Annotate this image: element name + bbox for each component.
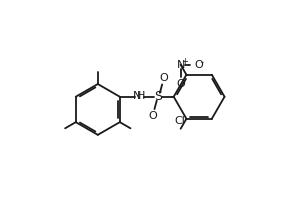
Text: -: - xyxy=(201,58,204,67)
Text: N: N xyxy=(176,60,185,70)
Text: Cl: Cl xyxy=(174,117,185,126)
Text: O: O xyxy=(159,73,168,83)
Text: O: O xyxy=(176,79,185,89)
Text: O: O xyxy=(194,60,203,70)
Text: O: O xyxy=(149,111,157,121)
Text: N: N xyxy=(133,91,141,101)
Text: S: S xyxy=(154,90,162,103)
Text: +: + xyxy=(181,57,188,66)
Text: H: H xyxy=(137,91,145,101)
